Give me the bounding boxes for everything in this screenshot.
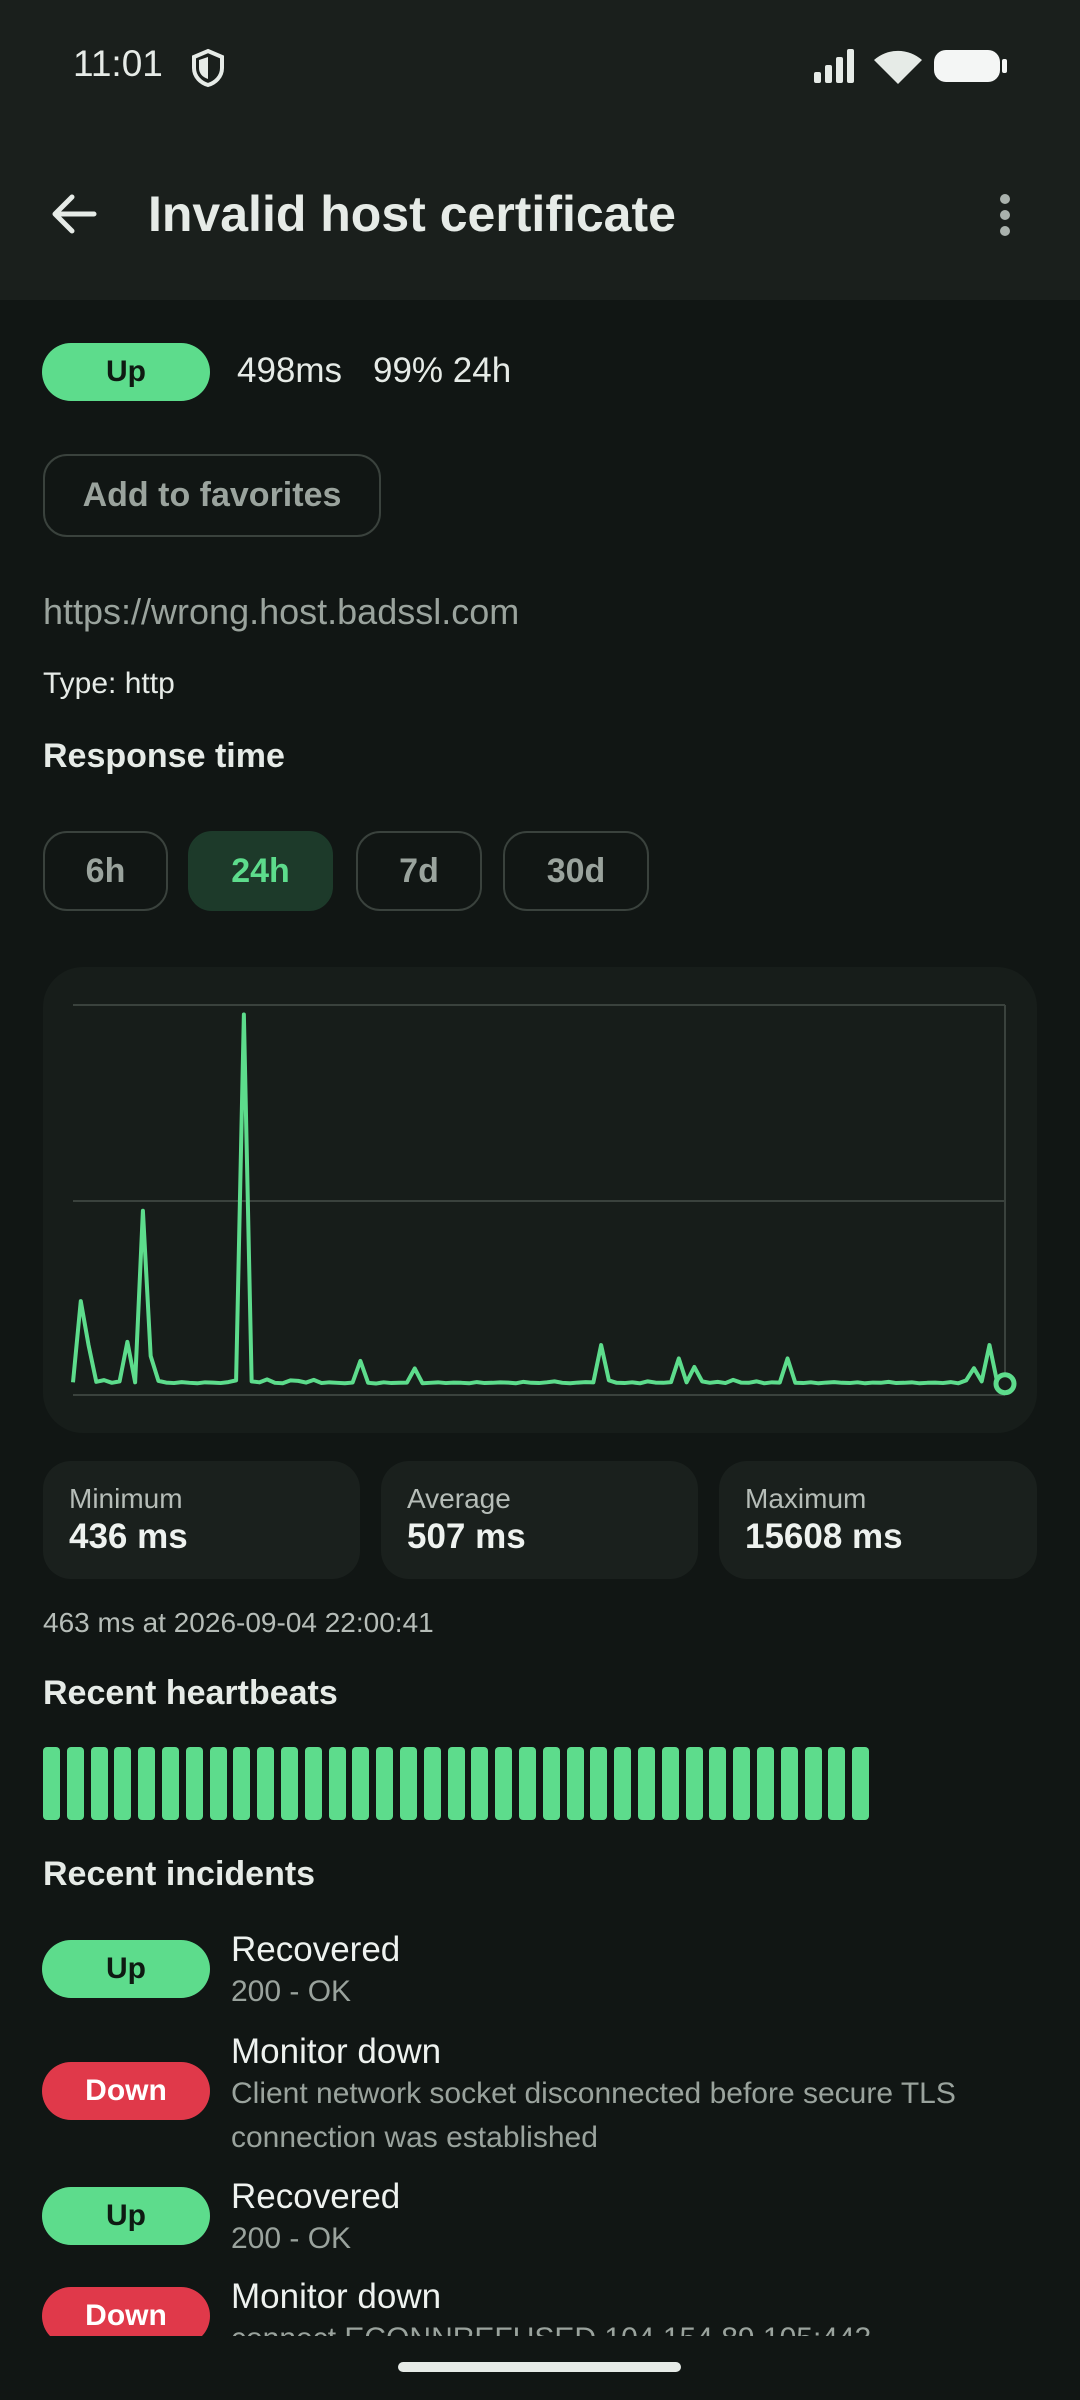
incident-title: Recovered xyxy=(231,2177,401,2216)
heartbeat-bar xyxy=(400,1747,417,1820)
status-time: 11:01 xyxy=(73,43,163,84)
heartbeat-bar xyxy=(542,1747,560,1820)
stat-label: Minimum xyxy=(69,1483,183,1514)
heartbeat-bar xyxy=(209,1747,227,1820)
menu-button[interactable] xyxy=(994,192,1016,240)
favorite-button[interactable]: Add to favorites xyxy=(43,454,381,537)
range-chip[interactable]: 24h xyxy=(188,831,333,911)
heartbeat-bar xyxy=(90,1747,108,1820)
range-chip[interactable]: 30d xyxy=(503,831,649,911)
response-ms: 498ms xyxy=(237,351,343,390)
incident-status: Down xyxy=(42,2062,210,2120)
stat-value: 436 ms xyxy=(69,1517,188,1556)
status-pill: Up xyxy=(42,343,210,401)
heartbeat-bar xyxy=(471,1747,489,1820)
response-chart xyxy=(43,967,1037,1433)
heartbeat-bar xyxy=(185,1747,203,1820)
heartbeat-bar xyxy=(447,1747,465,1820)
incident-message: 200 - OK xyxy=(231,1975,352,2008)
home-indicator xyxy=(398,2362,681,2372)
heartbeat-bar xyxy=(566,1747,584,1820)
monitor-type: Type: http xyxy=(43,667,175,700)
stat-value: 507 ms xyxy=(407,1517,526,1556)
stat-value: 15608 ms xyxy=(745,1517,903,1556)
range-chip[interactable]: 6h xyxy=(43,831,168,911)
latest-reading: 463 ms at 2026-09-04 22:00:41 xyxy=(43,1607,434,1638)
heartbeat-bar xyxy=(423,1747,441,1820)
stat-card: Minimum 436 ms xyxy=(43,1461,360,1579)
incident-status: Up xyxy=(42,2187,210,2245)
incident-status: Down xyxy=(42,2287,210,2336)
incident-title: Monitor down xyxy=(231,2032,442,2071)
section-heading: Recent incidents xyxy=(43,1855,316,1893)
incident-title: Recovered xyxy=(231,1930,401,1969)
heartbeat-bar xyxy=(43,1747,60,1820)
heartbeat-bar xyxy=(709,1747,727,1820)
heartbeat-bar xyxy=(638,1747,655,1820)
range-chip[interactable]: 7d xyxy=(356,831,482,911)
monitor-url: https://wrong.host.badssl.com xyxy=(43,591,520,632)
app-bar xyxy=(0,0,1080,300)
heartbeat-bar xyxy=(328,1747,346,1820)
shield-icon xyxy=(192,48,224,88)
section-heading: Response time xyxy=(43,737,285,775)
heartbeat-bar xyxy=(138,1747,156,1820)
stat-card: Average 507 ms xyxy=(381,1461,698,1579)
incident-status: Up xyxy=(42,1940,210,1998)
incident-title: Monitor down xyxy=(231,2277,442,2316)
back-button[interactable] xyxy=(50,192,98,236)
heartbeat-bar xyxy=(519,1747,536,1820)
heartbeat-bar xyxy=(590,1747,608,1820)
section-heading: Recent heartbeats xyxy=(43,1674,338,1712)
heartbeat-bar xyxy=(233,1747,251,1820)
heartbeat-bar xyxy=(661,1747,679,1820)
stat-card: Maximum 15608 ms xyxy=(719,1461,1037,1579)
heartbeat-bar xyxy=(828,1747,846,1820)
heartbeat-bar xyxy=(304,1747,322,1820)
heartbeat-bar xyxy=(685,1747,703,1820)
heartbeat-bar xyxy=(733,1747,751,1820)
heartbeat-bar xyxy=(495,1747,513,1820)
heartbeat-bar xyxy=(281,1747,298,1820)
incident-message: connect ECONNREFUSED 104.154.89.105:443 xyxy=(231,2317,1061,2336)
status-icons xyxy=(814,49,1007,84)
incident-list: Up Recovered 200 - OK Down Monitor down Clien… xyxy=(42,1930,1061,2336)
screen-title: Invalid host certificate xyxy=(148,186,676,242)
heartbeat-bar xyxy=(852,1747,870,1820)
heartbeat-bar xyxy=(257,1747,275,1820)
heartbeat-bar xyxy=(66,1747,84,1820)
heartbeat-bar xyxy=(114,1747,132,1820)
incident-message: 200 - OK xyxy=(231,2222,352,2255)
incident-message: Client network socket disconnected befor… xyxy=(231,2077,956,2154)
heartbeat-bar xyxy=(614,1747,632,1820)
latest-point xyxy=(993,1372,1017,1396)
heartbeat-bar xyxy=(352,1747,370,1820)
heartbeat-bar xyxy=(804,1747,822,1820)
response-line xyxy=(71,1012,1006,1386)
stat-label: Maximum xyxy=(745,1483,867,1514)
heartbeat-bar xyxy=(376,1747,394,1820)
heartbeat-bar xyxy=(780,1747,798,1820)
heartbeat-bar xyxy=(757,1747,774,1820)
uptime: 99% 24h xyxy=(373,351,512,390)
heartbeat-bar xyxy=(162,1747,179,1820)
stat-label: Average xyxy=(407,1483,511,1514)
